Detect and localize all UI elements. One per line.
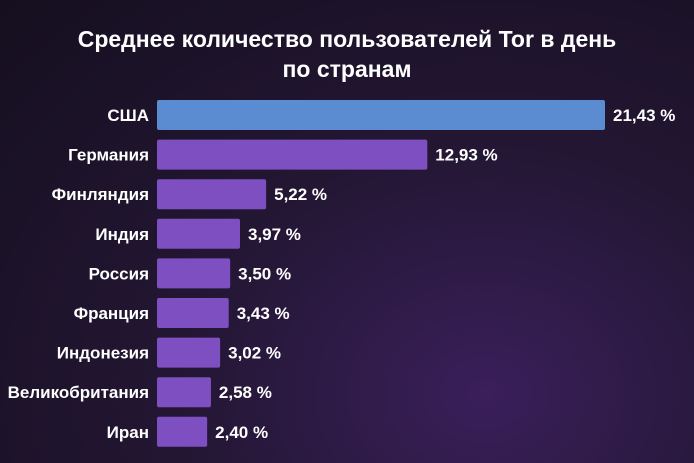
bar-0 bbox=[157, 100, 605, 130]
chart-title-line-1: Среднее количество пользователей Tor в д… bbox=[77, 26, 617, 52]
category-label-3: Индия bbox=[95, 225, 149, 244]
chart-title: Среднее количество пользователей Tor в д… bbox=[0, 24, 694, 84]
bar-7 bbox=[157, 377, 211, 408]
value-label-4: 3,50 % bbox=[238, 264, 291, 283]
bar-4 bbox=[157, 258, 231, 289]
value-label-2: 5,22 % bbox=[274, 185, 327, 204]
category-label-4: Россия bbox=[89, 264, 149, 283]
value-label-8: 2,40 % bbox=[215, 423, 268, 442]
category-label-2: Финляндия bbox=[52, 185, 149, 204]
category-label-0: США bbox=[107, 106, 149, 125]
value-label-5: 3,43 % bbox=[237, 304, 290, 323]
value-label-3: 3,97 % bbox=[248, 225, 301, 244]
bar-8 bbox=[157, 416, 208, 447]
bar-1 bbox=[157, 139, 428, 170]
bar-3 bbox=[157, 218, 240, 249]
value-label-7: 2,58 % bbox=[219, 383, 272, 402]
category-label-5: Франция bbox=[74, 304, 149, 323]
value-label-0: 21,43 % bbox=[613, 106, 675, 125]
chart-title-line-2: по странам bbox=[282, 56, 412, 82]
bar-5 bbox=[157, 298, 229, 328]
category-label-6: Индонезия bbox=[57, 344, 149, 363]
value-label-6: 3,02 % bbox=[228, 344, 281, 363]
category-label-1: Германия bbox=[68, 146, 149, 165]
category-label-7: Великобритания bbox=[8, 383, 149, 402]
bar-6 bbox=[157, 337, 221, 368]
bar-2 bbox=[157, 179, 267, 210]
value-label-1: 12,93 % bbox=[435, 146, 497, 165]
category-label-8: Иран bbox=[107, 423, 149, 442]
